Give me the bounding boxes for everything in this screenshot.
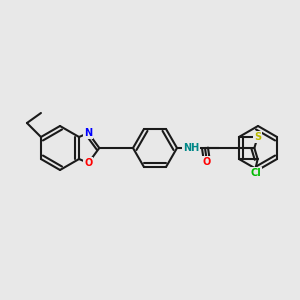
Text: S: S	[254, 132, 261, 142]
Text: N: N	[84, 128, 92, 138]
Text: NH: NH	[183, 143, 199, 153]
Text: Cl: Cl	[250, 168, 261, 178]
Text: O: O	[84, 158, 92, 168]
Text: O: O	[203, 157, 211, 167]
